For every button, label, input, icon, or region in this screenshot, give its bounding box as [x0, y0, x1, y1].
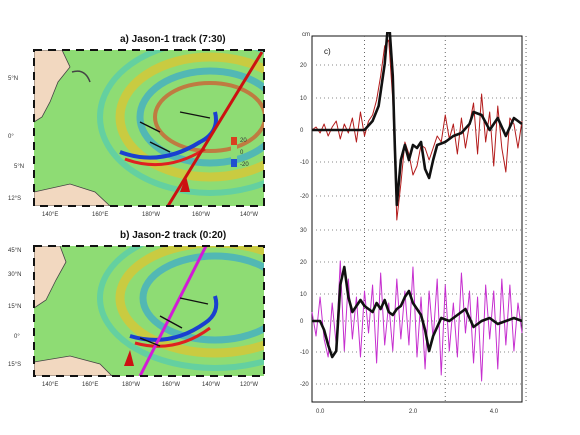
- wave-band: [136, 67, 264, 167]
- colorbar-tick: -20: [240, 162, 249, 168]
- lon-tick: 180°W: [122, 382, 140, 388]
- lat-tick: 0°: [14, 334, 20, 340]
- panel-a-title: a) Jason-1 track (7:30): [120, 34, 226, 45]
- map-frame: [33, 49, 265, 207]
- colorbar-tick: 20: [240, 138, 247, 144]
- y-tick-label: -20: [300, 382, 309, 388]
- colorbar-tick: 0: [240, 150, 244, 156]
- plot-frame: [311, 35, 523, 403]
- wave-band: [115, 246, 264, 358]
- wave-band: [153, 81, 264, 153]
- wave-band: [139, 252, 264, 344]
- map-frame: [33, 245, 265, 377]
- lat-tick: 12°S: [8, 196, 21, 202]
- x-tick-label: 4.0: [490, 409, 499, 415]
- lat-tick: 5°N: [8, 76, 18, 82]
- y-tick-label: 20: [300, 260, 307, 266]
- arrow-icon: [179, 297, 209, 305]
- lat-tick: 15°S: [8, 362, 21, 368]
- lon-tick: 160°E: [92, 212, 108, 218]
- arrow-icon: [149, 141, 171, 153]
- y-tick-label: 0: [300, 319, 304, 325]
- track-arrow-icon: [124, 350, 134, 366]
- lon-tick: 120°W: [240, 382, 258, 388]
- lon-tick: 140°W: [202, 382, 220, 388]
- land-asia: [34, 246, 67, 309]
- lat-tick: 5°N: [14, 164, 24, 170]
- lat-tick: 0°: [8, 134, 14, 140]
- lon-tick: 180°W: [142, 212, 160, 218]
- series-line-lower: [311, 260, 523, 382]
- jason1-track: [166, 51, 264, 206]
- land-png: [34, 183, 111, 206]
- lon-tick: 140°E: [42, 212, 58, 218]
- arrow-icon: [159, 315, 183, 329]
- lon-tick: 160°W: [162, 382, 180, 388]
- y-tick-label: 30: [300, 228, 307, 234]
- track-arrow-icon: [180, 176, 190, 192]
- panel-b-title: b) Jason-2 track (0:20): [120, 230, 227, 241]
- lat-tick: 15°N: [8, 304, 21, 310]
- wave-front: [119, 111, 218, 160]
- x-tick-label: 0.0: [316, 409, 325, 415]
- land-png: [34, 355, 113, 376]
- lon-tick: 140°W: [240, 212, 258, 218]
- y-tick-label: -10: [300, 160, 309, 166]
- wave-band: [97, 50, 264, 196]
- y-tick-label: -20: [300, 194, 309, 200]
- wave-band: [97, 246, 264, 371]
- lon-tick: 140°E: [42, 382, 58, 388]
- panel-c-label: c): [324, 47, 331, 56]
- lon-tick: 160°W: [192, 212, 210, 218]
- y-tick-label: 10: [300, 292, 307, 298]
- land-japan: [71, 70, 91, 83]
- land-asia: [34, 50, 71, 123]
- y-unit: cm: [302, 32, 310, 38]
- lon-tick: 160°E: [82, 382, 98, 388]
- jason2-track: [138, 246, 208, 376]
- panel-c-chart: cm c) 0.0 2.0 4.0 20 10 0 -10 -20 30 20 10 0 -10 -20: [300, 32, 527, 415]
- arrow-icon: [139, 121, 161, 133]
- x-tick-label: 2.0: [409, 409, 418, 415]
- panel-b-map: 45°N 30°N 15°N 0° 15°S 140°E 160°E 180°W…: [8, 245, 265, 388]
- wave-front: [124, 147, 206, 167]
- panel-a-map: 20 0 -20 5°N 0° 5°N 12°S 140°E 160°E 180…: [8, 49, 265, 218]
- wave-band: [115, 52, 264, 182]
- series-line-upper: [312, 32, 523, 207]
- y-tick-label: 20: [300, 63, 307, 69]
- lat-tick: 45°N: [8, 248, 21, 254]
- arrow-icon: [179, 111, 211, 119]
- wave-front: [134, 326, 211, 348]
- wave-front: [129, 295, 219, 342]
- y-tick-label: 10: [300, 96, 307, 102]
- series-line-lower: [312, 265, 523, 359]
- lat-tick: 30°N: [8, 272, 21, 278]
- y-tick-label: 0: [300, 128, 304, 134]
- y-tick-label: -10: [300, 350, 309, 356]
- arrow-icon: [139, 337, 161, 347]
